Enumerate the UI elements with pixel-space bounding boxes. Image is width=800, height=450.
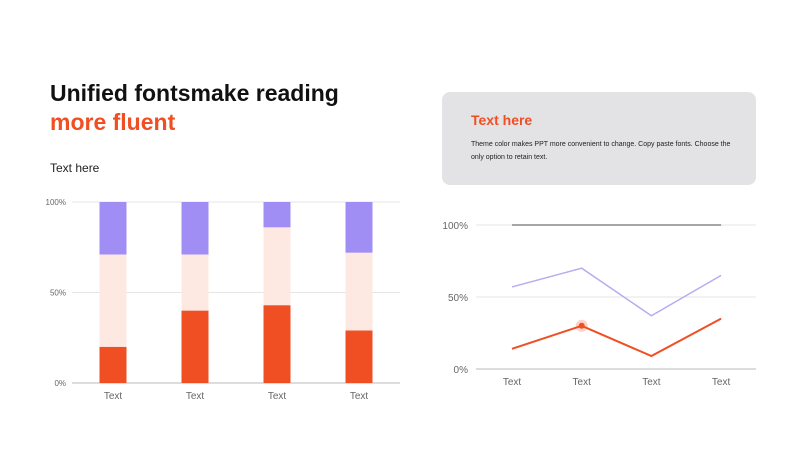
line-series-3	[511, 317, 722, 358]
line-x-tick-label: Text	[712, 377, 731, 388]
bar-x-tick-label: Text	[268, 391, 287, 402]
bar-segment-1	[345, 330, 373, 383]
bar-x-tick-label: Text	[104, 391, 123, 402]
highlight-point	[578, 322, 585, 329]
page-subtitle: Text here	[50, 161, 100, 175]
page-title-line-2: more fluent	[50, 109, 176, 135]
line-y-tick-label: 50%	[448, 293, 468, 304]
bar-segment-2	[181, 254, 209, 311]
bar-segment-2	[99, 254, 127, 347]
bar-segment-3	[263, 202, 291, 228]
bar-x-tick-label: Text	[186, 391, 205, 402]
line-y-tick-label: 100%	[442, 221, 468, 232]
line-series-2	[511, 267, 722, 317]
line-y-tick-label: 0%	[454, 365, 469, 376]
line-x-tick-label: Text	[642, 377, 661, 388]
bar-y-tick-label: 0%	[54, 379, 66, 388]
bar-y-tick-label: 100%	[46, 198, 66, 207]
bar-x-tick-label: Text	[350, 391, 369, 402]
bar-segment-1	[99, 346, 127, 383]
bar-segment-1	[181, 310, 209, 383]
bar-segment-3	[99, 202, 127, 255]
bar-segment-2	[263, 227, 291, 306]
bar-segment-3	[345, 202, 373, 253]
info-card-title: Text here	[471, 112, 533, 128]
bar-segment-3	[181, 202, 209, 255]
info-card: Text here Theme color makes PPT more con…	[442, 92, 756, 185]
bar-y-tick-label: 50%	[50, 289, 66, 298]
info-card-body: Theme color makes PPT more convenient to…	[471, 141, 731, 161]
page-title-line-1: Unified fontsmake reading	[50, 80, 339, 106]
line-x-tick-label: Text	[573, 377, 592, 388]
bar-segment-2	[345, 252, 373, 331]
line-x-tick-label: Text	[503, 377, 522, 388]
bar-segment-1	[263, 305, 291, 383]
